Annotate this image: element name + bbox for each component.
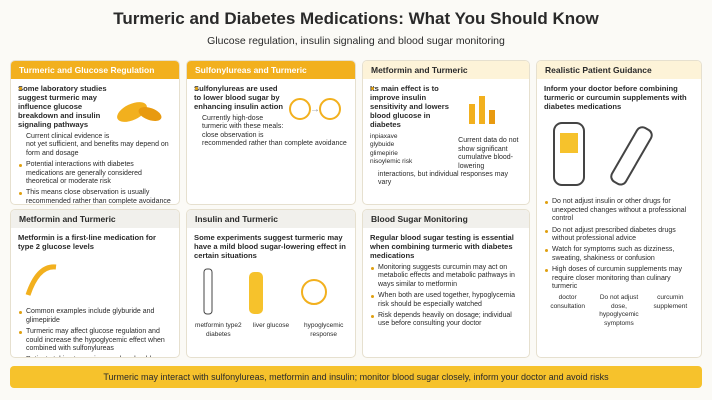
svg-text:→: → — [310, 104, 320, 115]
card-lead: Some experiments suggest turmeric may ha… — [194, 233, 346, 260]
card-body: Some laboratory studies suggest turmeric… — [11, 79, 179, 204]
card: Turmeric and Glucose Regulation Some labo… — [10, 60, 180, 205]
card: Insulin and Turmeric Some experiments sug… — [186, 209, 356, 358]
bullet: Monitoring suggests curcumin may act on … — [370, 264, 522, 289]
bullet: Do not adjust insulin or other drugs for… — [544, 198, 694, 223]
card-title: Turmeric and Glucose Regulation — [11, 61, 179, 79]
bullet: Risk depends heavily on dosage; individu… — [370, 312, 522, 329]
card-text: Some experiments suggest turmeric may ha… — [194, 233, 348, 260]
bullet: Current data do not show significant cum… — [370, 84, 522, 188]
card-title: Metformin and Turmeric — [11, 210, 179, 228]
bullet: Watch for symptoms such as dizziness, sw… — [544, 246, 694, 263]
card-label: nisoylemic risk — [370, 158, 413, 166]
card-label: inpiaxave — [370, 133, 398, 140]
card-label: glimepirie — [370, 149, 398, 157]
card-label: curcumin supplement — [653, 294, 688, 310]
card-body: Sulfonylureas are used to lower blood su… — [187, 79, 355, 157]
card-body: Metformin is a first-line medication for… — [11, 228, 179, 357]
card-text: Sulfonylureas are used to lower blood su… — [194, 84, 283, 115]
card: Realistic Patient Guidance Inform your do… — [536, 60, 702, 358]
illustration — [18, 255, 172, 308]
bullet: Currently high-dose turmeric with these … — [194, 84, 348, 149]
card-text: Metformin is a first-line medication for… — [18, 233, 172, 251]
card-label: liver glucose — [252, 322, 290, 330]
title: Turmeric and Diabetes Medications: What … — [113, 9, 599, 28]
card-lead: Some laboratory studies suggest turmeric… — [18, 84, 107, 129]
card-title: Insulin and Turmeric — [187, 210, 355, 228]
card: Sulfonylureas and Turmeric Sulfonylureas … — [186, 60, 356, 205]
card-label: Do not adjust dose, hypoglycemic symptom… — [599, 294, 639, 327]
bullet: High doses of curcumin supplements may r… — [544, 266, 694, 291]
card-title: Metformin and Turmeric — [363, 61, 529, 79]
card-body: Its main effect is to improve insulin se… — [363, 79, 529, 196]
bullet: When both are used together, hypoglycemi… — [370, 292, 522, 309]
card-body: Some experiments suggest turmeric may ha… — [187, 228, 355, 344]
card: Blood Sugar Monitoring Regular blood suga… — [362, 209, 530, 358]
card-lead: Its main effect is to improve insulin se… — [370, 84, 449, 129]
illustration — [194, 264, 348, 322]
bullet: Current clinical evidence is not yet suf… — [18, 84, 172, 158]
card: Metformin and Turmeric Its main effect is… — [362, 60, 530, 205]
bullet: Potential interactions with diabetes med… — [18, 161, 172, 186]
card-body: Inform your doctor before combining turm… — [537, 79, 701, 333]
labels: doctor consultation Do not adjust dose, h… — [544, 294, 694, 328]
card-label: metformin type2 diabetes — [195, 322, 242, 338]
labels: metformin type2 diabetes liver glucose hyp… — [194, 322, 348, 339]
card-lead: Sulfonylureas are used to lower blood su… — [194, 84, 284, 111]
card-label: hypoglycemic response — [303, 322, 344, 338]
bullet: Do not adjust prescribed diabetes drugs … — [544, 227, 694, 244]
card-lead: Metformin is a first-line medication for… — [18, 233, 156, 251]
card-body: Regular blood sugar testing is essential… — [363, 228, 529, 337]
bullet: Patients taking turmeric capsules should… — [18, 356, 172, 357]
card-text: Some laboratory studies suggest turmeric… — [18, 84, 107, 133]
card-text: Inform your doctor before combining turm… — [544, 84, 694, 111]
subtitle: Glucose regulation, insulin signaling an… — [207, 35, 505, 47]
card-text: Regular blood sugar testing is essential… — [370, 233, 522, 260]
illustration — [110, 84, 172, 137]
card-title: Sulfonylureas and Turmeric — [187, 61, 355, 79]
card-label: doctor consultation — [550, 294, 586, 310]
bullet: This means close observation is usually … — [18, 189, 172, 204]
illustration — [544, 115, 694, 198]
card-title: Realistic Patient Guidance — [537, 61, 701, 79]
illustration — [461, 84, 522, 137]
card-lead: Inform your doctor before combining turm… — [544, 84, 687, 111]
card-text: Its main effect is to improve insulin se… — [370, 84, 458, 167]
bullet: Turmeric may affect glucose regulation a… — [18, 328, 172, 353]
card: Metformin and Turmeric Metformin is a fir… — [10, 209, 180, 358]
card-title: Blood Sugar Monitoring — [363, 210, 529, 228]
footer: Turmeric may interact with sulfonylureas… — [10, 366, 702, 388]
illustration: → — [286, 84, 348, 137]
card-label: glybuide — [370, 141, 395, 149]
bullet: Common examples include glyburide and gl… — [18, 308, 172, 325]
card-lead: Regular blood sugar testing is essential… — [370, 233, 514, 260]
